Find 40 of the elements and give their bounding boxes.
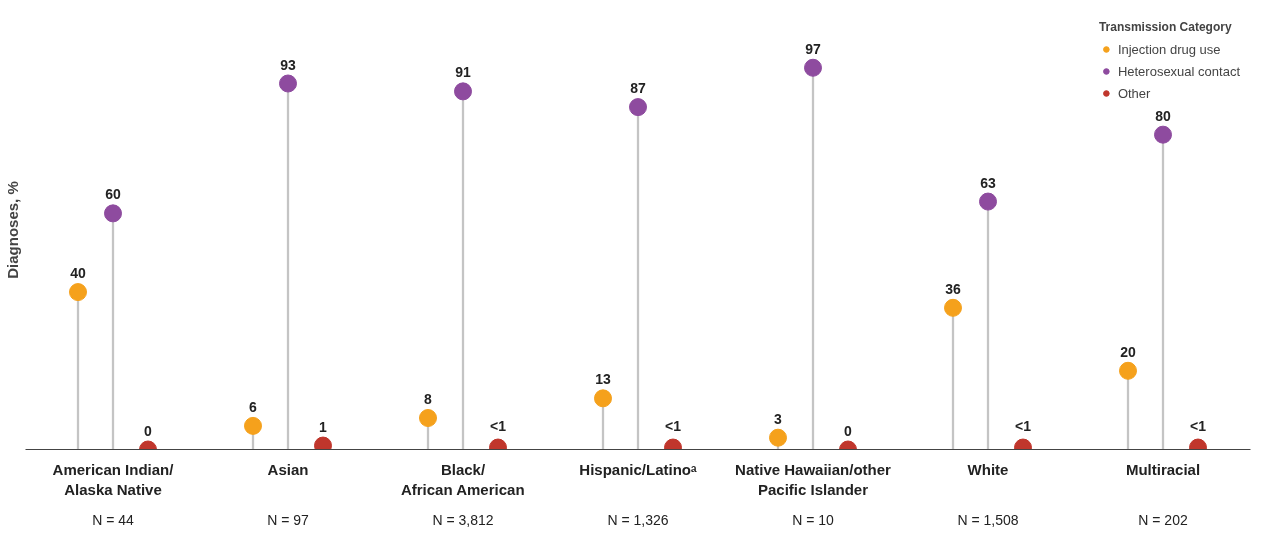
data-label: 0 [844, 422, 853, 439]
text: N = 1,508 [957, 511, 1019, 528]
legend-label: Other [1117, 85, 1151, 101]
legend-label: Injection drug use [1117, 41, 1221, 57]
data-label: 6 [249, 398, 258, 415]
x-tick-label: Multiracial [1125, 460, 1201, 478]
data-label: <1 [490, 417, 507, 434]
data-label: 97 [805, 40, 821, 57]
data-label: <1 [1190, 417, 1207, 434]
data-label: 36 [945, 280, 961, 297]
legend-title: Transmission Category [1098, 20, 1233, 34]
data-label: 20 [1120, 343, 1136, 360]
y-axis-title: Diagnoses, % [3, 181, 21, 279]
data-label: <1 [665, 417, 682, 434]
data-label: 0 [144, 422, 153, 439]
text: N = 44 [92, 511, 135, 528]
x-tick-label: Native Hawaiian/other Pacific Islander [735, 460, 892, 498]
x-tick-label: Hispanic/Latinoᵃ [579, 460, 698, 478]
text: N = 202 [1138, 511, 1188, 528]
data-label: 1 [319, 418, 328, 435]
x-tick-label: Black/ African American [400, 460, 525, 498]
x-tick-label: Asian [267, 460, 309, 478]
data-label: 13 [595, 371, 611, 388]
text: N = 97 [267, 511, 310, 528]
data-label: 63 [980, 174, 996, 191]
data-label: 8 [424, 391, 433, 408]
data-label: 60 [105, 186, 121, 203]
data-label: <1 [1015, 417, 1032, 434]
text: N = 10 [792, 511, 835, 528]
data-label: 80 [1155, 107, 1171, 124]
data-label: 93 [280, 56, 296, 73]
legend-label: Heterosexual contact [1117, 63, 1240, 79]
data-label: 3 [774, 410, 783, 427]
data-label: 87 [630, 80, 646, 97]
text: N = 3,812 [432, 511, 494, 528]
x-tick-label: American Indian/ Alaska Native [52, 460, 175, 498]
x-tick-label: White [967, 460, 1009, 478]
data-label: 40 [70, 265, 86, 282]
text: N = 1,326 [607, 511, 669, 528]
data-label: 91 [455, 64, 471, 81]
